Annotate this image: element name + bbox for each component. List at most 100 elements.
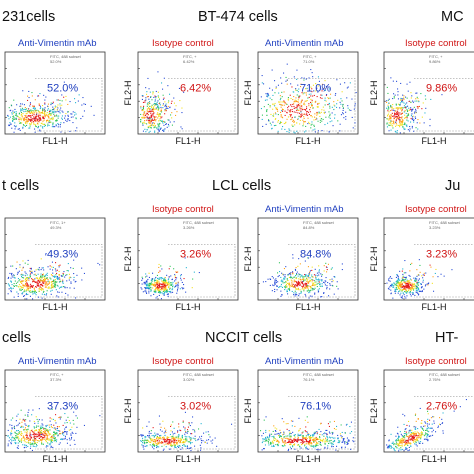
gate-percent: 9.86% [426,82,457,94]
event-dot [40,280,42,282]
event-dot [143,116,145,118]
event-dot [177,445,179,447]
event-dot [29,291,31,293]
event-dot [396,113,398,115]
event-dot [308,433,310,435]
event-dot [311,266,313,268]
event-dot [398,288,400,290]
event-dot [59,105,61,107]
event-dot [33,116,35,118]
event-dot [180,274,182,276]
event-dot [62,281,64,283]
event-dot [152,272,154,274]
event-dot [324,89,326,91]
event-dot [180,275,182,277]
event-dot [43,428,45,430]
event-dot [163,438,165,440]
event-dot [11,275,13,277]
event-dot [320,94,322,96]
event-dot [16,430,18,432]
event-dot [298,295,300,297]
event-dot [412,108,414,110]
event-dot [265,429,267,431]
event-dot [314,432,316,434]
event-dot [15,125,17,127]
event-dot [274,288,276,290]
event-dot [23,280,25,282]
event-dot [13,115,15,117]
event-dot [77,100,79,102]
event-dot [21,288,23,290]
event-dot [30,112,32,114]
event-dot [332,285,334,287]
event-dot [332,443,334,445]
event-dot [51,112,53,114]
event-dot [413,289,415,291]
event-dot [345,118,347,120]
event-dot [314,116,316,118]
event-dot [156,435,158,437]
event-dot [30,123,32,125]
event-dot [148,434,150,436]
event-dot [288,448,290,450]
gate-label: FITC, + [183,54,197,59]
event-dot [23,108,25,110]
event-dot [393,443,395,445]
event-dot [400,289,402,291]
event-dot [73,411,75,413]
event-dot [427,439,429,441]
event-dot [19,122,21,124]
event-dot [386,126,388,128]
event-dot [420,283,422,285]
event-dot [337,99,339,101]
event-dot [429,427,431,429]
event-dot [282,101,284,103]
event-dot [27,289,29,291]
event-dot [292,445,294,447]
event-dot [405,284,407,286]
event-dot [416,286,418,288]
event-dot [24,414,26,416]
event-dot [30,110,32,112]
event-dot [164,439,166,441]
event-dot [273,125,275,127]
event-dot [308,96,310,98]
event-dot [163,77,165,79]
event-dot [309,280,311,282]
event-dot [29,286,31,288]
event-dot [166,440,168,442]
event-dot [52,287,54,289]
event-dot [274,118,276,120]
event-dot [321,120,323,122]
event-dot [301,443,303,445]
event-dot [45,96,47,98]
event-dot [418,259,420,261]
event-dot [291,441,293,443]
event-dot [397,280,399,282]
event-dot [59,433,61,435]
event-dot [39,279,41,281]
event-dot [309,438,311,440]
event-dot [260,430,262,432]
event-dot [38,435,40,437]
event-dot [29,110,31,112]
event-dot [301,440,303,442]
event-dot [159,118,161,120]
event-dot [305,284,307,286]
event-dot [17,271,19,273]
event-dot [336,103,338,105]
event-dot [37,280,39,282]
event-dot [410,118,412,120]
event-dot [167,279,169,281]
event-dot [70,113,72,115]
event-dot [66,280,68,282]
event-dot [47,123,49,125]
event-dot [177,435,179,437]
event-dot [177,431,179,433]
event-dot [302,278,304,280]
event-dot [321,97,323,99]
event-dot [423,122,425,124]
event-dot [35,426,37,428]
event-dot [143,441,145,443]
